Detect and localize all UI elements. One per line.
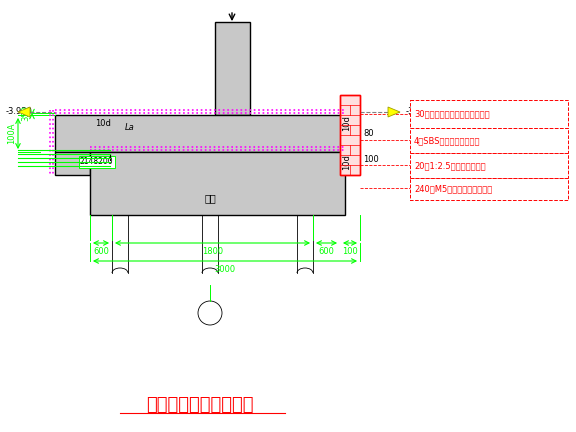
Bar	[410, 178, 568, 200]
Bar	[340, 95, 360, 175]
Text: 100A: 100A	[7, 123, 17, 144]
Bar	[55, 115, 345, 152]
Bar	[410, 128, 568, 153]
Polygon shape	[18, 107, 30, 117]
Text: 30厚橡塑聚苯乙烯泡沫板保护层: 30厚橡塑聚苯乙烯泡沫板保护层	[414, 109, 490, 118]
Text: -3.930: -3.930	[406, 108, 433, 117]
Text: -3.930: -3.930	[6, 108, 33, 117]
Text: 20厚1:2.5水泥砂浆找平层: 20厚1:2.5水泥砂浆找平层	[414, 161, 486, 170]
Text: 600: 600	[319, 247, 335, 256]
Text: 桩帽: 桩帽	[204, 194, 216, 203]
Text: 100: 100	[342, 247, 358, 256]
Bar	[215, 22, 250, 115]
Text: 350: 350	[21, 105, 31, 121]
Text: 80: 80	[363, 129, 374, 138]
Text: 底板四周承台处侧胎模: 底板四周承台处侧胎模	[146, 396, 254, 414]
Text: 4厚SBS改性沥青防水卷材: 4厚SBS改性沥青防水卷材	[414, 136, 480, 145]
Text: 10d: 10d	[95, 118, 111, 127]
Bar	[410, 153, 568, 178]
Polygon shape	[388, 107, 400, 117]
Bar	[340, 95, 360, 175]
Text: 240厚M5水泥砂浆砌筑砖胎膜: 240厚M5水泥砂浆砌筑砖胎膜	[414, 184, 492, 194]
Text: 2148200: 2148200	[80, 158, 113, 166]
Text: 100: 100	[363, 156, 379, 165]
Text: 600: 600	[93, 247, 109, 256]
Text: 10d: 10d	[342, 115, 351, 131]
Bar	[410, 100, 568, 128]
Bar	[90, 152, 345, 215]
Text: 10d: 10d	[342, 154, 351, 170]
Polygon shape	[55, 152, 90, 175]
Text: La: La	[125, 123, 135, 131]
Text: 1800: 1800	[202, 247, 223, 256]
Text: 3000: 3000	[214, 265, 236, 274]
